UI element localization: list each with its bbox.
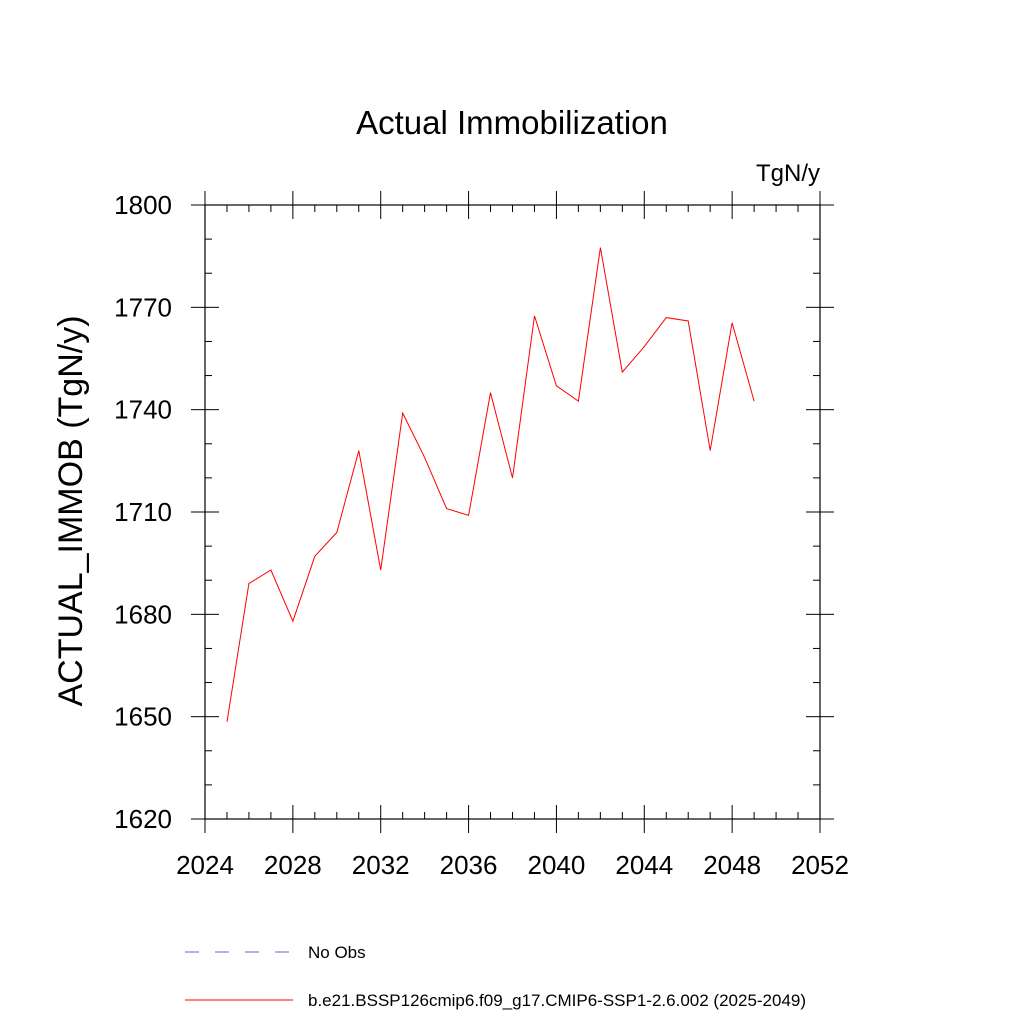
x-tick-label: 2032 [352, 850, 410, 880]
legend: No Obs b.e21.BSSP126cmip6.f09_g17.CMIP6-… [185, 943, 806, 1010]
y-axis-title: ACTUAL_IMMOB (TgN/y) [52, 315, 90, 706]
x-tick-labels: 2024 2028 2032 2036 2040 2044 2048 2052 [176, 850, 849, 880]
chart-title: Actual Immobilization [356, 104, 668, 141]
y-tick-label: 1620 [114, 804, 172, 834]
x-tick-label: 2024 [176, 850, 234, 880]
y-tick-label: 1800 [114, 190, 172, 220]
x-tick-label: 2052 [791, 850, 849, 880]
legend-label-model-run: b.e21.BSSP126cmip6.f09_g17.CMIP6-SSP1-2.… [308, 991, 806, 1010]
x-tick-label: 2028 [264, 850, 322, 880]
x-tick-label: 2044 [615, 850, 673, 880]
y-tick-label: 1710 [114, 497, 172, 527]
plot-frame [204, 204, 821, 820]
x-tick-label: 2040 [528, 850, 586, 880]
y-tick-label: 1680 [114, 599, 172, 629]
y-tick-label: 1650 [114, 702, 172, 732]
units-label: TgN/y [756, 160, 820, 187]
x-tick-label: 2036 [440, 850, 498, 880]
axis-ticks [191, 191, 834, 833]
x-tick-label: 2048 [703, 850, 761, 880]
legend-label-no-obs: No Obs [308, 943, 366, 962]
series-line [226, 247, 755, 722]
y-tick-labels: 1620 1650 1680 1710 1740 1770 1800 [114, 190, 172, 834]
series-layer [226, 247, 755, 722]
y-tick-label: 1740 [114, 395, 172, 425]
y-tick-label: 1770 [114, 292, 172, 322]
